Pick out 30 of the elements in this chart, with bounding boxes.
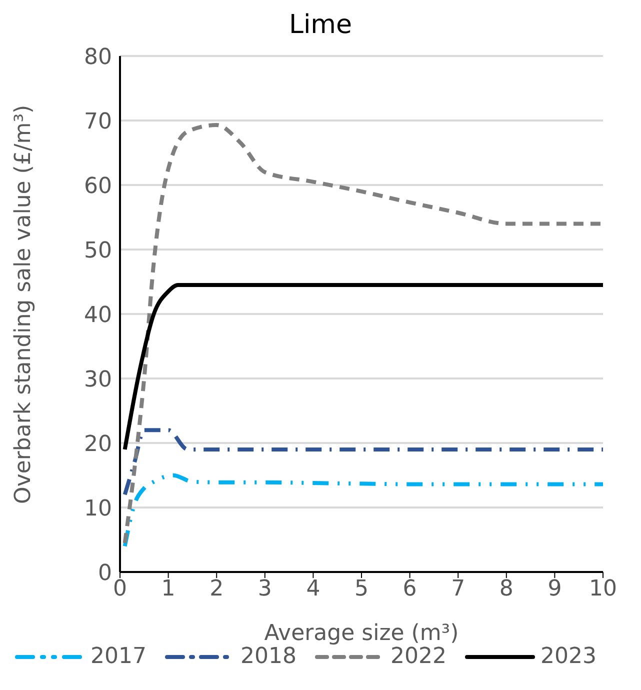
y-tick-label: 60: [84, 174, 112, 199]
x-tick-label: 4: [306, 576, 320, 602]
x-tick-label: 9: [548, 576, 562, 602]
line-series: [122, 123, 603, 545]
x-tick-label: 7: [451, 576, 466, 602]
x-tick-label: 8: [499, 576, 514, 602]
legend-label: 2023: [540, 644, 596, 669]
y-tick-label: 20: [84, 432, 112, 457]
y-tick-label: 30: [84, 367, 112, 392]
x-tick-label: 3: [258, 576, 272, 602]
y-tick-label: 10: [84, 496, 112, 522]
y-tick-label: 0: [98, 560, 112, 586]
legend-label: 2022: [390, 644, 446, 669]
legend-label: 2017: [90, 644, 146, 669]
x-axis-title: Average size (m³): [264, 621, 459, 646]
y-tick-label: 40: [84, 302, 112, 328]
y-axis-title: Overbark standing sale value (£/m³): [10, 104, 36, 504]
y-tick-label: 80: [84, 44, 112, 70]
x-tick-label: 6: [402, 576, 417, 602]
line-series: [122, 282, 603, 452]
line-series: [122, 428, 603, 497]
line-series: [122, 473, 603, 548]
x-tick-label: 1: [161, 576, 176, 602]
x-tick-label: 10: [589, 576, 617, 602]
y-tick-label: 50: [84, 238, 112, 264]
chart-title: Lime: [288, 9, 354, 42]
legend-label: 2018: [240, 644, 296, 669]
x-tick-label: 2: [210, 576, 224, 602]
y-tick-label: 70: [84, 109, 112, 134]
x-tick-label: 5: [354, 576, 368, 602]
